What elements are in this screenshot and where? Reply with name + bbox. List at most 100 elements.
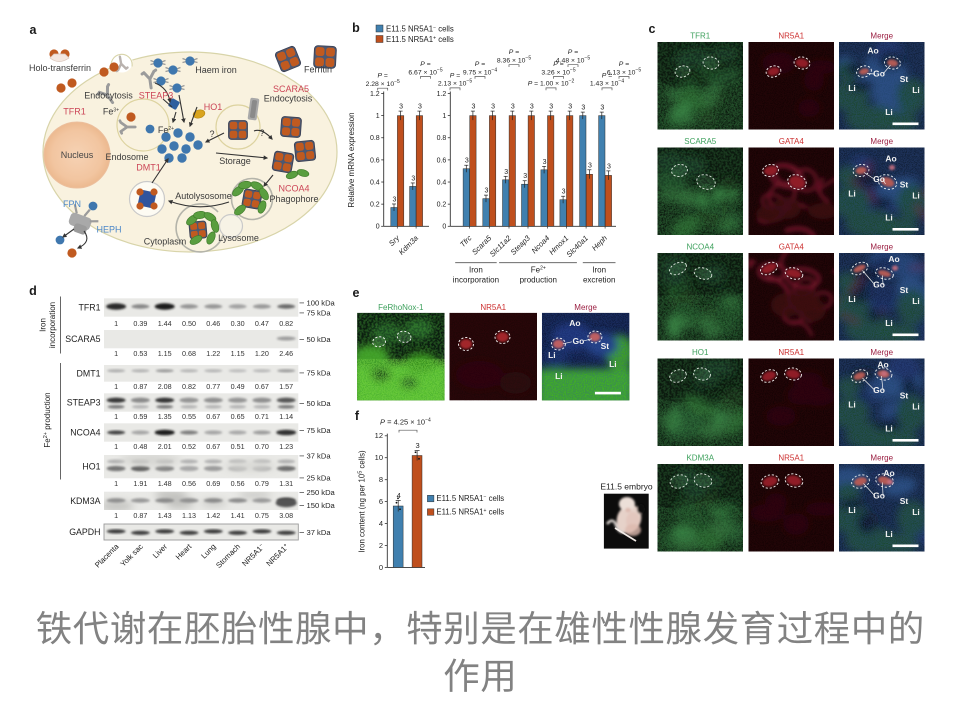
svg-text:1: 1 [376, 113, 380, 120]
svg-text:Li: Li [912, 296, 920, 306]
svg-text:1.14: 1.14 [279, 412, 293, 421]
svg-text:2.46: 2.46 [279, 349, 293, 358]
svg-text:1.20: 1.20 [255, 349, 269, 358]
svg-text:Li: Li [548, 350, 556, 360]
svg-text:8.36 × 10−5: 8.36 × 10−5 [497, 56, 531, 65]
svg-text:75 kDa: 75 kDa [307, 309, 332, 318]
svg-text:2.01: 2.01 [158, 442, 172, 451]
svg-text:Ao: Ao [888, 254, 899, 264]
svg-text:0.79: 0.79 [255, 479, 269, 488]
svg-text:incorporation: incorporation [48, 302, 57, 348]
svg-text:SCARA5: SCARA5 [684, 137, 717, 146]
svg-text:Go: Go [572, 336, 584, 346]
svg-text:0.39: 0.39 [133, 319, 147, 328]
svg-text:3: 3 [485, 188, 489, 195]
svg-text:1: 1 [114, 479, 118, 488]
svg-text:1.2: 1.2 [370, 91, 380, 98]
svg-text:0.82: 0.82 [182, 382, 196, 391]
svg-text:8: 8 [379, 475, 383, 484]
svg-text:Merge: Merge [870, 348, 893, 357]
svg-text:1.22: 1.22 [206, 349, 220, 358]
svg-text:1.91: 1.91 [133, 479, 147, 488]
svg-text:3: 3 [562, 189, 566, 196]
svg-text:75 kDa: 75 kDa [307, 369, 332, 378]
svg-text:FPN: FPN [63, 199, 81, 209]
svg-text:50 kDa: 50 kDa [307, 399, 332, 408]
svg-text:Iron: Iron [39, 318, 48, 332]
svg-text:Go: Go [873, 491, 885, 501]
svg-text:Lysosome: Lysosome [218, 233, 259, 243]
svg-text:0.2: 0.2 [437, 202, 447, 209]
svg-text:3: 3 [465, 158, 469, 165]
svg-text:0.87: 0.87 [133, 382, 147, 391]
svg-text:St: St [900, 285, 909, 295]
svg-text:1.41: 1.41 [231, 511, 245, 520]
svg-text:0.46: 0.46 [206, 319, 220, 328]
svg-text:37 kDa: 37 kDa [307, 528, 332, 537]
svg-text:3: 3 [491, 104, 495, 111]
svg-text:0.67: 0.67 [206, 442, 220, 451]
svg-text:Li: Li [885, 318, 893, 328]
svg-text:37 kDa: 37 kDa [307, 452, 332, 461]
svg-text:0.56: 0.56 [231, 479, 245, 488]
svg-text:St: St [900, 391, 909, 401]
svg-text:P = 4.25 × 10−4: P = 4.25 × 10−4 [380, 418, 431, 427]
svg-text:0.71: 0.71 [255, 412, 269, 421]
svg-text:Li: Li [885, 107, 893, 117]
svg-text:Merge: Merge [870, 137, 893, 146]
svg-text:KDM3A: KDM3A [70, 496, 100, 506]
svg-text:6: 6 [379, 497, 383, 506]
svg-text:1.23: 1.23 [279, 442, 293, 451]
svg-text:P =: P = [602, 72, 612, 79]
svg-text:St: St [900, 180, 909, 190]
svg-text:0.55: 0.55 [182, 412, 196, 421]
svg-text:GATA4: GATA4 [779, 137, 805, 146]
svg-text:1: 1 [114, 511, 118, 520]
svg-text:10: 10 [375, 453, 383, 462]
svg-text:Holo-transferrin: Holo-transferrin [29, 63, 91, 73]
svg-text:12: 12 [375, 431, 383, 440]
svg-text:3: 3 [416, 441, 420, 450]
svg-text:SCARA5: SCARA5 [273, 84, 309, 94]
svg-text:HEPH: HEPH [96, 225, 121, 235]
svg-text:50 kDa: 50 kDa [307, 335, 332, 344]
svg-text:KDM3A: KDM3A [686, 454, 714, 463]
svg-text:0.30: 0.30 [231, 319, 245, 328]
svg-text:Li: Li [848, 400, 856, 410]
svg-text:1.48: 1.48 [158, 479, 172, 488]
svg-text:0.47: 0.47 [255, 319, 269, 328]
svg-text:0.75: 0.75 [255, 511, 269, 520]
svg-text:Ao: Ao [883, 468, 894, 478]
svg-text:d: d [29, 284, 37, 298]
svg-text:Iron: Iron [592, 266, 606, 275]
svg-text:Haem iron: Haem iron [195, 65, 237, 75]
svg-text:Cytoplasm: Cytoplasm [144, 237, 187, 247]
svg-text:NR5A1: NR5A1 [778, 454, 804, 463]
svg-text:Ferritin: Ferritin [304, 65, 332, 75]
svg-text:0.65: 0.65 [231, 412, 245, 421]
svg-text:STEAP3: STEAP3 [67, 398, 101, 408]
svg-text:4: 4 [397, 491, 401, 500]
svg-text:1: 1 [114, 319, 118, 328]
svg-text:?: ? [259, 128, 264, 138]
svg-text:Li: Li [555, 371, 563, 381]
svg-text:0.49: 0.49 [231, 382, 245, 391]
svg-text:Fe2+: Fe2+ [531, 266, 546, 275]
svg-text:0.59: 0.59 [133, 412, 147, 421]
svg-text:excretion: excretion [583, 276, 615, 285]
svg-text:3: 3 [523, 173, 527, 180]
svg-text:3: 3 [581, 105, 585, 112]
svg-text:NR5A1: NR5A1 [778, 348, 804, 357]
svg-text:3: 3 [530, 104, 534, 111]
svg-text:GAPDH: GAPDH [69, 527, 100, 537]
svg-text:2.08: 2.08 [158, 382, 172, 391]
svg-text:0.48: 0.48 [133, 442, 147, 451]
svg-text:E11.5 NR5A1− cells: E11.5 NR5A1− cells [436, 494, 504, 503]
svg-text:Storage: Storage [219, 156, 251, 166]
svg-text:Ao: Ao [885, 154, 896, 164]
svg-text:Nucleus: Nucleus [61, 150, 94, 160]
svg-text:Li: Li [848, 505, 856, 515]
svg-text:100 kDa: 100 kDa [307, 299, 336, 308]
svg-text:Li: Li [912, 507, 920, 517]
svg-text:1: 1 [114, 382, 118, 391]
